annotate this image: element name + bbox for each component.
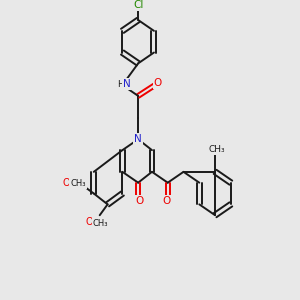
Text: CH₃: CH₃ [209,145,225,154]
Text: H: H [117,80,124,88]
Text: CH₃: CH₃ [70,179,86,188]
Text: O: O [85,217,93,227]
Text: O: O [62,178,70,188]
Text: Cl: Cl [133,0,143,10]
Text: O: O [163,196,171,206]
Text: N: N [134,134,142,144]
Text: O: O [154,78,162,88]
Text: CH₃: CH₃ [93,219,109,228]
Text: N: N [123,79,131,89]
Text: O: O [135,196,143,206]
